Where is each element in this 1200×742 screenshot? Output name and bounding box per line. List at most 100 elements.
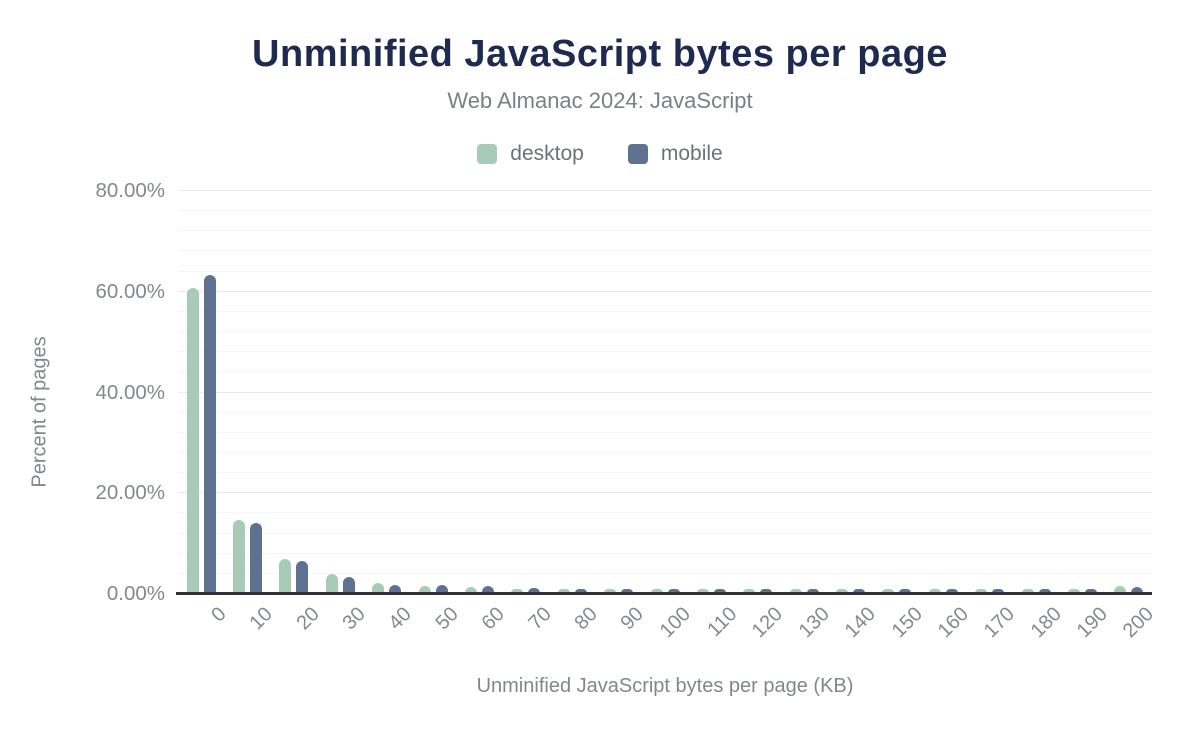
minor-gridline	[178, 270, 1152, 272]
bar-mobile-50[interactable]	[435, 585, 448, 593]
bar-mobile-200[interactable]	[1131, 587, 1144, 593]
x-tick-label: 190	[1072, 603, 1112, 643]
x-tick-label: 70	[524, 603, 556, 635]
x-tick-label: 0	[207, 603, 231, 627]
bar-mobile-10[interactable]	[250, 522, 263, 593]
legend-swatch-desktop	[477, 144, 498, 164]
legend-swatch-mobile	[627, 144, 648, 164]
bar-mobile-20[interactable]	[296, 560, 309, 593]
bar-desktop-10[interactable]	[233, 520, 246, 593]
bar-mobile-100[interactable]	[667, 589, 680, 593]
major-gridline	[178, 290, 1152, 292]
bar-mobile-150[interactable]	[899, 589, 912, 593]
y-tick-label: 20.00%	[95, 481, 165, 505]
bar-desktop-0[interactable]	[186, 287, 199, 593]
minor-gridline	[178, 431, 1152, 433]
bar-desktop-190[interactable]	[1067, 589, 1080, 593]
x-tick-label: 80	[570, 603, 602, 635]
legend-label: mobile	[660, 142, 723, 165]
x-tick-label: 90	[616, 603, 649, 635]
bar-mobile-30[interactable]	[342, 576, 355, 593]
minor-gridline	[178, 572, 1152, 574]
bar-desktop-40[interactable]	[372, 582, 385, 593]
y-tick-label: 0.00%	[106, 582, 165, 605]
bar-mobile-120[interactable]	[760, 589, 773, 593]
bar-desktop-170[interactable]	[975, 589, 988, 593]
bar-desktop-140[interactable]	[836, 589, 849, 593]
y-axis-title: Percent of pages	[28, 336, 51, 488]
legend-label: desktop	[510, 142, 584, 165]
bar-mobile-160[interactable]	[945, 589, 958, 593]
bar-mobile-40[interactable]	[389, 584, 402, 593]
bar-desktop-110[interactable]	[696, 589, 709, 593]
minor-gridline	[178, 472, 1152, 474]
y-tick-label: 80.00%	[95, 179, 165, 202]
minor-gridline	[178, 512, 1152, 514]
minor-gridline	[178, 331, 1152, 333]
bar-mobile-130[interactable]	[806, 589, 819, 593]
bar-mobile-140[interactable]	[853, 589, 866, 593]
bar-mobile-60[interactable]	[481, 586, 494, 593]
bar-desktop-50[interactable]	[418, 586, 431, 593]
legend-item-mobile: mobile	[627, 142, 723, 166]
bar-desktop-60[interactable]	[464, 587, 477, 593]
bar-mobile-170[interactable]	[992, 589, 1005, 593]
x-tick-label: 40	[384, 603, 417, 635]
chart-subtitle: Web Almanac 2024: JavaScript	[447, 88, 753, 113]
bar-desktop-200[interactable]	[1114, 585, 1127, 593]
minor-gridline	[178, 411, 1152, 413]
legend-item-desktop: desktop	[477, 142, 584, 166]
x-tick-label: 50	[431, 603, 463, 635]
bar-desktop-100[interactable]	[650, 589, 663, 593]
minor-gridline	[178, 451, 1152, 453]
x-tick-label: 20	[292, 603, 324, 635]
minor-gridline	[178, 552, 1152, 554]
major-gridline	[178, 391, 1152, 393]
minor-gridline	[178, 230, 1152, 232]
minor-gridline	[178, 351, 1152, 353]
legend: desktop mobile	[0, 142, 1200, 166]
bar-desktop-120[interactable]	[743, 589, 756, 593]
minor-gridline	[178, 371, 1152, 373]
major-gridline	[178, 190, 1152, 191]
bar-desktop-180[interactable]	[1021, 589, 1034, 593]
x-tick-label: 170	[980, 603, 1020, 643]
x-tick-label: 60	[477, 603, 510, 635]
bar-desktop-80[interactable]	[557, 589, 570, 593]
y-tick-label: 40.00%	[95, 380, 165, 404]
minor-gridline	[178, 250, 1152, 252]
bar-mobile-180[interactable]	[1038, 589, 1051, 593]
x-tick-label: 100	[655, 603, 695, 643]
bar-desktop-30[interactable]	[325, 574, 338, 593]
bar-mobile-110[interactable]	[713, 589, 726, 593]
bar-desktop-130[interactable]	[789, 589, 802, 593]
x-tick-label: 150	[887, 603, 927, 643]
x-tick-label: 180	[1026, 603, 1066, 643]
bar-mobile-90[interactable]	[621, 589, 634, 593]
x-axis-title: Unminified JavaScript bytes per page (KB…	[476, 675, 854, 697]
major-gridline	[178, 492, 1152, 494]
x-axis-line	[176, 592, 1152, 595]
bar-desktop-90[interactable]	[604, 589, 617, 593]
bar-desktop-70[interactable]	[511, 588, 524, 593]
x-tick-label: 10	[245, 603, 278, 635]
bar-desktop-20[interactable]	[279, 558, 292, 593]
y-tick-label: 60.00%	[95, 279, 165, 303]
bar-mobile-80[interactable]	[574, 589, 587, 593]
x-tick-label: 30	[338, 603, 370, 635]
bar-desktop-150[interactable]	[882, 589, 895, 593]
x-tick-label: 160	[933, 603, 973, 643]
x-tick-label: 110	[702, 603, 741, 642]
chart-title: Unminified JavaScript bytes per page	[252, 33, 948, 75]
x-tick-label: 120	[748, 603, 788, 643]
bar-mobile-70[interactable]	[528, 587, 541, 593]
bar-desktop-160[interactable]	[928, 589, 941, 593]
bar-mobile-0[interactable]	[203, 274, 216, 593]
bar-mobile-190[interactable]	[1084, 589, 1097, 593]
minor-gridline	[178, 532, 1152, 534]
x-tick-label: 200	[1119, 603, 1159, 643]
x-tick-label: 130	[794, 603, 834, 643]
minor-gridline	[178, 310, 1152, 312]
